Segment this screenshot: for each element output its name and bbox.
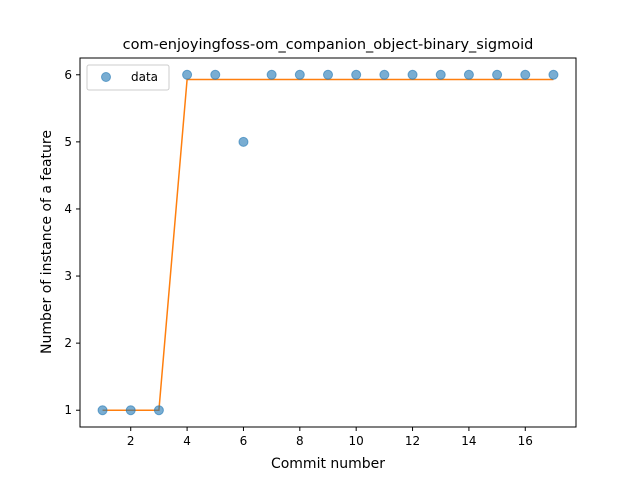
data-point bbox=[435, 69, 446, 80]
x-axis: 2 4 6 8 10 12 14 16 bbox=[127, 427, 533, 448]
plot-frame bbox=[79, 57, 577, 428]
y-axis-label: Number of instance of a feature bbox=[39, 130, 55, 354]
x-tick-label: 14 bbox=[461, 434, 476, 448]
y-tick-label: 1 bbox=[64, 403, 72, 417]
x-tick-label: 12 bbox=[405, 434, 420, 448]
x-tick-label: 4 bbox=[183, 434, 191, 448]
data-point bbox=[492, 69, 503, 80]
legend-label-data: data bbox=[131, 70, 158, 84]
x-tick-label: 8 bbox=[296, 434, 304, 448]
fit-line bbox=[102, 78, 554, 411]
data-point bbox=[520, 69, 531, 80]
legend: data bbox=[86, 64, 170, 91]
data-point bbox=[463, 69, 474, 80]
data-point bbox=[125, 405, 136, 416]
x-tick-label: 10 bbox=[349, 434, 364, 448]
y-tick-label: 3 bbox=[64, 269, 72, 283]
x-tick-label: 6 bbox=[240, 434, 248, 448]
data-point bbox=[97, 405, 108, 416]
legend-box bbox=[86, 64, 170, 91]
data-point bbox=[153, 405, 164, 416]
data-point bbox=[210, 69, 221, 80]
data-point bbox=[351, 69, 362, 80]
data-point bbox=[407, 69, 418, 80]
y-tick-label: 6 bbox=[64, 68, 72, 82]
x-tick-label: 16 bbox=[518, 434, 533, 448]
y-tick-label: 4 bbox=[64, 202, 72, 216]
y-tick-label: 2 bbox=[64, 336, 72, 350]
y-axis: 1 2 3 4 5 6 bbox=[64, 68, 80, 417]
data-point bbox=[238, 136, 249, 147]
data-point bbox=[548, 69, 559, 80]
x-tick-label: 2 bbox=[127, 434, 135, 448]
y-tick-label: 5 bbox=[64, 135, 72, 149]
x-axis-label: Commit number bbox=[271, 456, 385, 472]
data-points bbox=[97, 69, 559, 416]
plot-area bbox=[79, 57, 577, 428]
data-point bbox=[379, 69, 390, 80]
data-point bbox=[182, 69, 193, 80]
data-point bbox=[294, 69, 305, 80]
legend-marker bbox=[101, 72, 111, 82]
data-point bbox=[266, 69, 277, 80]
data-point bbox=[323, 69, 333, 80]
fit-line-path bbox=[102, 78, 554, 411]
chart-title: com-enjoyingfoss-om_companion_object-bin… bbox=[123, 37, 534, 53]
